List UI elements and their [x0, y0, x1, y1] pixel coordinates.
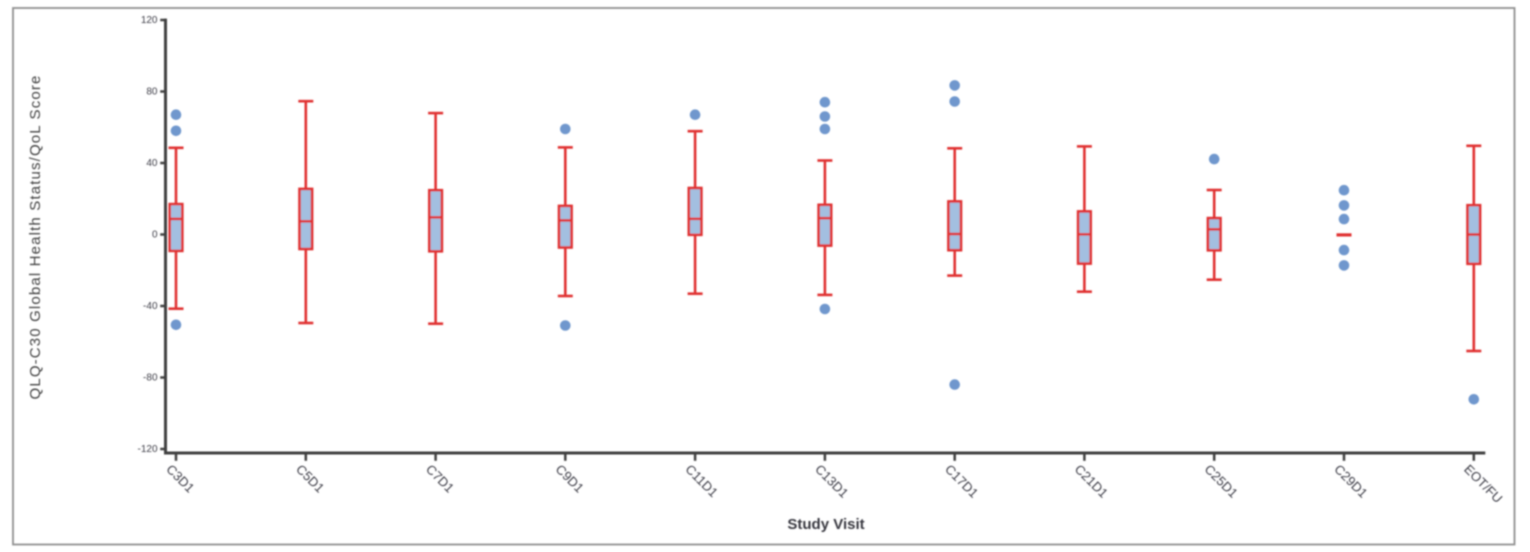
- svg-text:120: 120: [141, 15, 158, 26]
- svg-text:-80: -80: [143, 373, 158, 384]
- svg-text:40: 40: [146, 158, 158, 169]
- svg-text:-120: -120: [137, 444, 157, 455]
- svg-text:80: 80: [146, 87, 158, 98]
- svg-text:0: 0: [152, 230, 158, 241]
- svg-text:QLQ-C30 Global Health Status/Q: QLQ-C30 Global Health Status/QoL Score: [27, 75, 44, 400]
- svg-text:-40: -40: [143, 301, 158, 312]
- svg-text:Study Visit: Study Visit: [787, 516, 864, 533]
